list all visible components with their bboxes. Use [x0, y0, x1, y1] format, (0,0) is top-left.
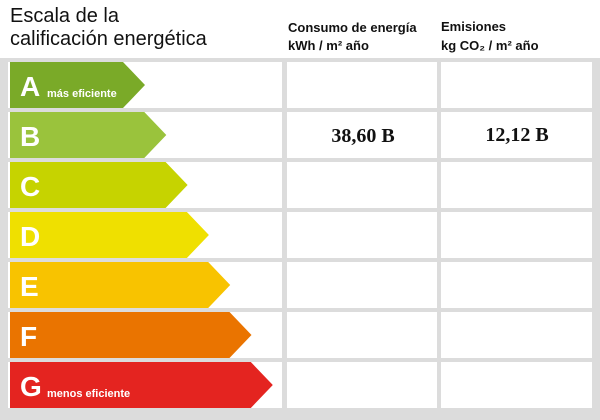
value-cell: [287, 212, 437, 258]
consumo-value: 38,60 B: [331, 125, 394, 147]
column-header: kWh / m² año: [288, 38, 369, 53]
title: calificación energética: [10, 28, 208, 50]
value-cell: [441, 112, 592, 158]
value-cell: [287, 312, 437, 358]
value-cell: [441, 62, 592, 108]
rating-arrow: [10, 262, 231, 308]
rating-note: menos eficiente: [47, 388, 130, 400]
rating-letter: E: [20, 271, 39, 302]
rating-arrow: [10, 112, 167, 158]
value-cell: [441, 162, 592, 208]
value-cell: [287, 262, 437, 308]
value-cell: [287, 62, 437, 108]
column-header: Emisiones: [441, 19, 506, 34]
rating-letter: A: [20, 71, 40, 102]
column-header: Consumo de energía: [288, 20, 417, 35]
rating-note: más eficiente: [47, 88, 117, 100]
rating-letter: G: [20, 371, 42, 402]
rating-arrow: [10, 362, 273, 408]
rating-arrow: [10, 62, 145, 108]
column-header: kg CO₂ / m² año: [441, 38, 539, 53]
value-cell: [287, 112, 437, 158]
value-cell: [441, 212, 592, 258]
rating-arrow: [10, 212, 209, 258]
emisiones-value: 12,12 B: [485, 124, 548, 146]
value-cell: [441, 312, 592, 358]
rating-letter: B: [20, 121, 40, 152]
rating-letter: F: [20, 321, 37, 352]
title: Escala de la: [10, 5, 120, 27]
rating-arrow: [10, 162, 188, 208]
rating-arrow: [10, 312, 252, 358]
value-cell: [441, 362, 592, 408]
rating-letter: D: [20, 221, 40, 252]
value-cell: [287, 162, 437, 208]
rating-letter: C: [20, 171, 40, 202]
value-cell: [441, 262, 592, 308]
value-cell: [287, 362, 437, 408]
